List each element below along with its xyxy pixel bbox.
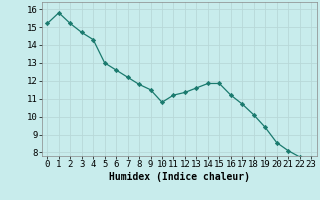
X-axis label: Humidex (Indice chaleur): Humidex (Indice chaleur) <box>109 172 250 182</box>
